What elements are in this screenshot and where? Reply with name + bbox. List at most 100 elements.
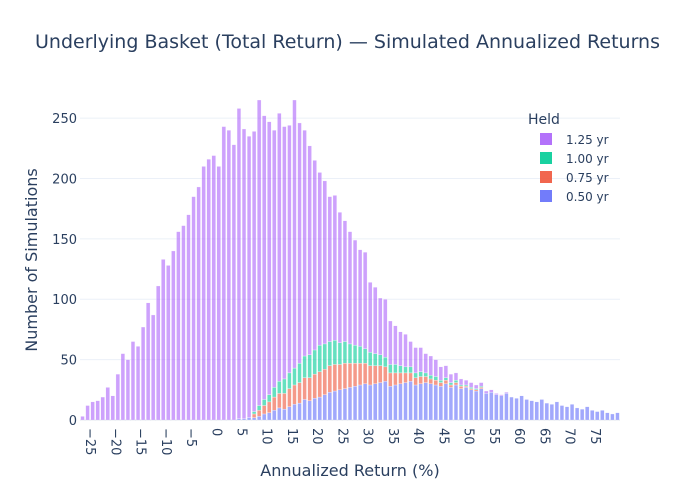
bar-1-25-yr xyxy=(489,389,494,393)
bar-1-25-yr xyxy=(383,299,388,358)
bar-0-50-yr xyxy=(534,401,539,421)
bar-1-00-yr xyxy=(252,411,257,415)
bar-1-00-yr xyxy=(322,343,327,370)
bar-1-25-yr xyxy=(443,365,448,378)
bar-1-25-yr xyxy=(196,186,201,421)
bar-0-75-yr xyxy=(378,365,383,383)
bar-1-00-yr xyxy=(342,341,348,364)
bar-0-50-yr xyxy=(337,389,342,421)
bar-0-50-yr xyxy=(327,392,332,421)
bar-0-50-yr xyxy=(383,381,388,421)
bar-1-00-yr xyxy=(474,388,479,390)
bar-1-00-yr xyxy=(352,344,358,364)
bar-0-75-yr xyxy=(287,388,292,407)
bar-1-00-yr xyxy=(378,354,383,366)
bar-1-00-yr xyxy=(282,378,287,394)
bar-1-25-yr xyxy=(262,115,267,400)
legend-swatch xyxy=(540,171,552,183)
bar-1-25-yr xyxy=(120,353,125,421)
bar-0-50-yr xyxy=(252,417,257,421)
bar-0-50-yr xyxy=(464,387,469,421)
legend-label: 0.50 yr xyxy=(566,190,609,204)
bar-1-25-yr xyxy=(161,259,166,421)
bar-0-50-yr xyxy=(479,388,484,421)
x-tick-label: 45 xyxy=(435,428,450,445)
bar-0-50-yr xyxy=(469,389,474,421)
bar-1-25-yr xyxy=(216,166,221,421)
x-tick-labels: −25 −20 −15 −10 −5 0 5 10 15 20 25 30 35 40 45 50 55 60 65… xyxy=(82,428,602,455)
bar-0-50-yr xyxy=(312,398,317,421)
bar-1-00-yr xyxy=(297,363,302,383)
bar-0-50-yr xyxy=(549,404,554,421)
bar-0-50-yr xyxy=(393,384,398,421)
y-tick-label: 150 xyxy=(52,233,77,248)
legend-swatch xyxy=(540,190,552,202)
bar-0-50-yr xyxy=(428,383,433,421)
bar-0-50-yr xyxy=(494,394,499,421)
bar-1-25-yr xyxy=(95,400,100,421)
legend-title: Held xyxy=(528,112,560,128)
bar-0-50-yr xyxy=(474,390,479,421)
x-tick-label: 5 xyxy=(233,428,248,436)
bar-1-00-yr xyxy=(358,346,363,364)
bar-1-25-yr xyxy=(186,214,191,421)
bar-0-50-yr xyxy=(595,411,600,421)
x-tick-label: −20 xyxy=(107,428,122,455)
bar-1-25-yr xyxy=(80,416,85,421)
bar-0-50-yr xyxy=(408,381,413,421)
bar-0-75-yr xyxy=(469,388,474,390)
bar-1-00-yr xyxy=(317,344,322,372)
bar-0-50-yr xyxy=(418,383,423,421)
legend-label: 0.75 yr xyxy=(566,171,609,185)
y-tick-label: 250 xyxy=(52,112,77,127)
y-tick-label: 0 xyxy=(69,414,77,429)
bar-0-50-yr xyxy=(529,400,534,421)
bar-0-50-yr xyxy=(262,413,267,421)
bar-0-75-yr xyxy=(272,396,277,411)
bar-0-50-yr xyxy=(448,387,454,421)
bar-1-25-yr xyxy=(423,353,428,374)
bar-1-25-yr xyxy=(368,282,373,353)
bar-0-75-yr xyxy=(332,364,337,392)
bar-1-00-yr xyxy=(479,386,484,388)
y-tick-label: 200 xyxy=(52,172,77,187)
bar-1-25-yr xyxy=(388,320,393,365)
bar-0-50-yr xyxy=(332,390,337,421)
bar-1-00-yr xyxy=(418,371,423,377)
bar-1-25-yr xyxy=(307,145,312,355)
bar-0-50-yr xyxy=(564,406,570,421)
bar-1-25-yr xyxy=(181,225,186,421)
bar-1-25-yr xyxy=(373,287,378,354)
bar-1-25-yr xyxy=(494,393,499,395)
bar-1-00-yr xyxy=(458,384,464,387)
bar-0-75-yr xyxy=(464,386,469,388)
x-tick-label: 15 xyxy=(284,428,299,445)
bar-0-50-yr xyxy=(241,418,247,421)
bar-0-75-yr xyxy=(368,365,373,386)
bar-0-50-yr xyxy=(297,402,302,421)
bar-1-25-yr xyxy=(347,231,353,345)
bar-1-25-yr xyxy=(479,382,484,387)
y-tick-label: 50 xyxy=(60,354,77,369)
bar-1-25-yr xyxy=(282,126,287,380)
bar-1-00-yr xyxy=(398,365,403,374)
bar-1-25-yr xyxy=(272,130,277,388)
bar-1-25-yr xyxy=(257,99,262,406)
bar-0-50-yr xyxy=(590,410,595,421)
bar-0-75-yr xyxy=(302,377,307,400)
bar-0-75-yr xyxy=(358,363,363,386)
bar-0-50-yr xyxy=(605,412,610,421)
bar-1-00-yr xyxy=(363,348,368,364)
bar-0-75-yr xyxy=(337,364,342,390)
bar-0-50-yr xyxy=(282,408,287,421)
bar-1-25-yr xyxy=(327,196,332,342)
bar-1-00-yr xyxy=(443,377,448,381)
bar-1-00-yr xyxy=(438,380,443,383)
bar-0-50-yr xyxy=(287,406,292,421)
bar-1-00-yr xyxy=(469,387,474,389)
bar-1-00-yr xyxy=(464,384,469,387)
bar-0-50-yr xyxy=(388,386,393,421)
bar-0-50-yr xyxy=(413,384,418,421)
bar-1-25-yr xyxy=(130,341,136,421)
bar-0-50-yr xyxy=(368,384,373,421)
